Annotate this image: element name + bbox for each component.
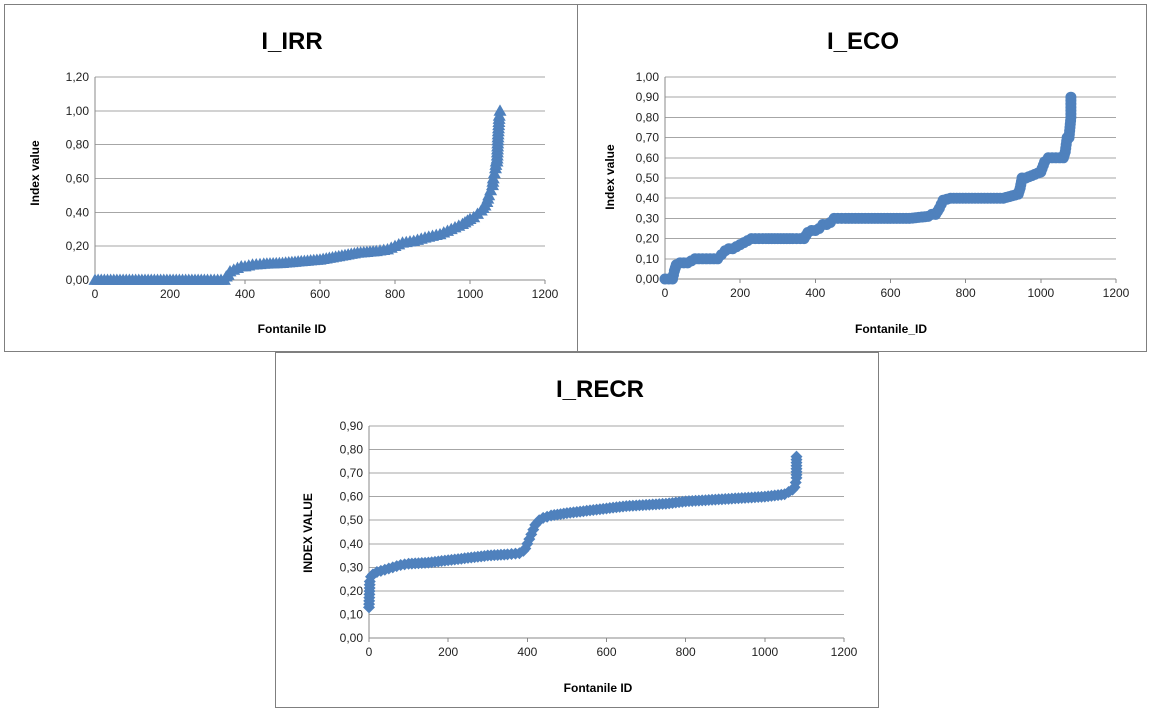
data-series — [363, 450, 803, 614]
x-tick-label: 200 — [438, 645, 458, 659]
data-point — [493, 104, 507, 116]
y-tick-label: 0,70 — [340, 466, 364, 480]
chart-panel-irr: I_IRR Fontanile ID Index value 0,00 0,20 0… — [4, 4, 578, 352]
data-point — [533, 514, 546, 527]
data-point — [778, 488, 791, 501]
chart-title: I_RECR — [556, 376, 644, 403]
y-tick-label: 0,90 — [340, 419, 364, 433]
y-tick-label: 0,40 — [340, 537, 364, 551]
chart-eco: I_ECO Fontanile_ID Index value 0,00 0,10 0… — [603, 28, 1130, 336]
y-axis-label: Index value — [603, 144, 617, 210]
x-tick-label: 1000 — [457, 287, 484, 301]
y-tick-label: 0,30 — [340, 560, 364, 574]
y-tick-label: 0,00 — [636, 272, 660, 286]
x-tick-label: 600 — [596, 645, 616, 659]
y-tick-label: 0,10 — [340, 607, 364, 621]
x-tick-label: 400 — [805, 286, 825, 300]
chart-panel-eco: I_ECO Fontanile_ID Index value 0,00 0,10 0… — [577, 4, 1147, 352]
y-tick-label: 0,10 — [636, 252, 660, 266]
y-tick-label: 0,50 — [636, 171, 660, 185]
chart-irr: I_IRR Fontanile ID Index value 0,00 0,20 0… — [28, 28, 559, 336]
y-tick-label: 0,20 — [340, 584, 364, 598]
data-series — [88, 104, 507, 285]
y-tick-label: 0,20 — [636, 232, 660, 246]
data-series — [659, 91, 1077, 285]
x-axis-label: Fontanile ID — [258, 322, 327, 336]
x-tick-label: 400 — [235, 287, 255, 301]
x-tick-label: 600 — [310, 287, 330, 301]
y-tick-label: 0,00 — [340, 631, 364, 645]
y-tick-label: 0,30 — [636, 211, 660, 225]
x-tick-label: 1000 — [1027, 286, 1054, 300]
y-tick-label: 0,00 — [66, 273, 90, 287]
y-tick-label: 0,60 — [66, 172, 90, 186]
x-tick-label: 400 — [517, 645, 537, 659]
y-tick-label: 0,20 — [66, 239, 90, 253]
x-tick-label: 800 — [956, 286, 976, 300]
chart-title: I_ECO — [827, 28, 899, 55]
y-tick-label: 0,50 — [340, 513, 364, 527]
y-tick-label: 0,40 — [66, 205, 90, 219]
x-tick-label: 0 — [92, 287, 99, 301]
x-tick-label: 200 — [730, 286, 750, 300]
x-tick-label: 1200 — [1103, 286, 1130, 300]
data-point — [527, 523, 540, 536]
y-tick-label: 0,60 — [340, 490, 364, 504]
chart-panel-recr: I_RECR Fontanile ID INDEX VALUE 0,00 0,10… — [275, 352, 879, 708]
y-tick-label: 0,90 — [636, 90, 660, 104]
x-tick-label: 600 — [880, 286, 900, 300]
y-tick-label: 0,80 — [66, 138, 90, 152]
x-tick-label: 1200 — [532, 287, 559, 301]
x-tick-label: 800 — [676, 645, 696, 659]
x-tick-label: 0 — [662, 286, 669, 300]
y-tick-label: 0,80 — [340, 443, 364, 457]
chart-title: I_IRR — [261, 28, 322, 55]
y-tick-label: 1,00 — [66, 104, 90, 118]
x-tick-label: 1200 — [831, 645, 858, 659]
x-axis-label: Fontanile_ID — [855, 322, 927, 336]
y-tick-label: 0,60 — [636, 151, 660, 165]
x-axis-label: Fontanile ID — [564, 681, 633, 695]
chart-recr: I_RECR Fontanile ID INDEX VALUE 0,00 0,10… — [301, 376, 858, 695]
data-point — [790, 450, 803, 463]
x-tick-label: 200 — [160, 287, 180, 301]
y-tick-label: 1,00 — [636, 70, 660, 84]
y-tick-label: 0,70 — [636, 131, 660, 145]
x-tick-label: 0 — [366, 645, 373, 659]
data-point — [1065, 91, 1077, 103]
data-point — [519, 542, 532, 555]
x-tick-label: 800 — [385, 287, 405, 301]
y-tick-label: 0,40 — [636, 191, 660, 205]
data-point — [523, 533, 536, 546]
y-tick-label: 1,20 — [66, 70, 90, 84]
y-axis-label: INDEX VALUE — [301, 493, 315, 573]
y-axis-label: Index value — [28, 140, 42, 206]
y-tick-label: 0,80 — [636, 110, 660, 124]
x-tick-label: 1000 — [751, 645, 778, 659]
